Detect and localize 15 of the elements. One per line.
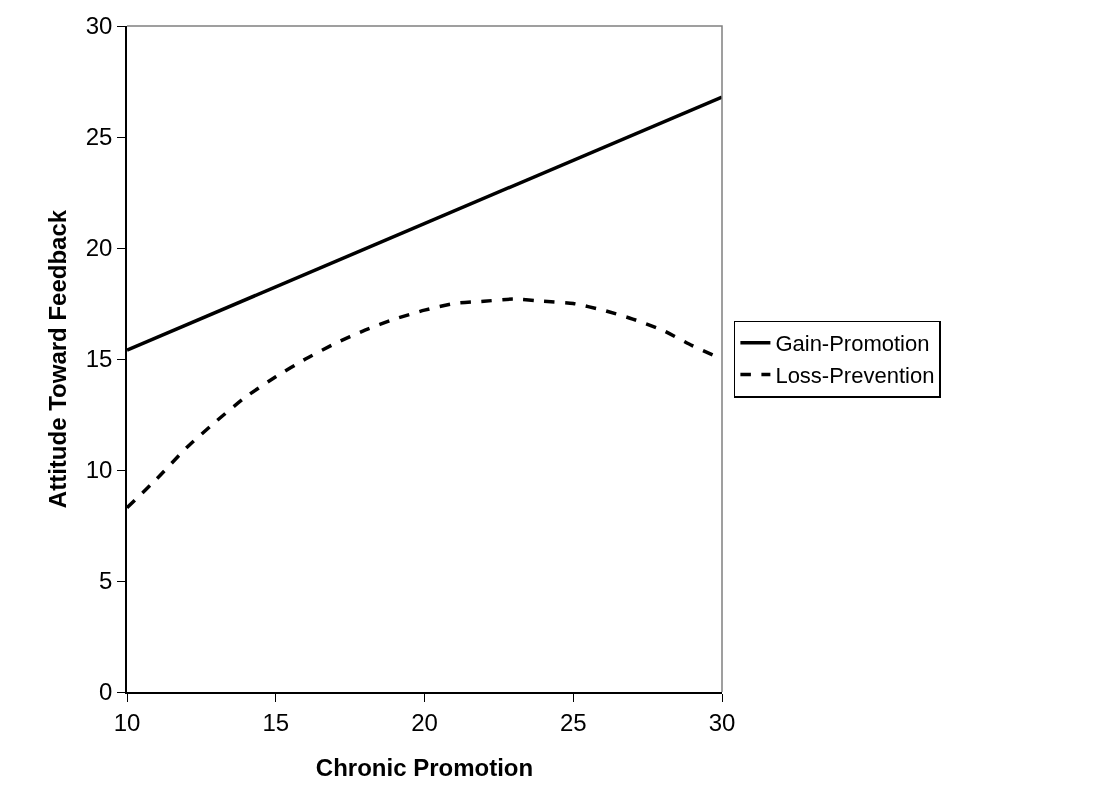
y-tick-label: 15 xyxy=(85,345,113,373)
y-tick-label: 20 xyxy=(85,234,113,262)
x-tick-label: 25 xyxy=(559,708,587,736)
y-tick-label: 30 xyxy=(85,12,113,40)
y-tick-label: 10 xyxy=(85,456,113,484)
x-axis-title: Chronic Promotion xyxy=(315,754,534,782)
legend-label: Gain-Promotion xyxy=(775,331,930,357)
x-tick-label: 15 xyxy=(262,708,290,736)
legend-label: Loss-Prevention xyxy=(775,362,935,388)
y-tick-label: 5 xyxy=(99,567,113,595)
x-tick-label: 20 xyxy=(411,708,438,736)
y-axis-title: Attitude Toward Feedback xyxy=(44,209,72,509)
y-tick-label: 25 xyxy=(85,123,113,151)
y-tick-label: 0 xyxy=(99,678,113,706)
x-tick-label: 30 xyxy=(708,708,736,736)
